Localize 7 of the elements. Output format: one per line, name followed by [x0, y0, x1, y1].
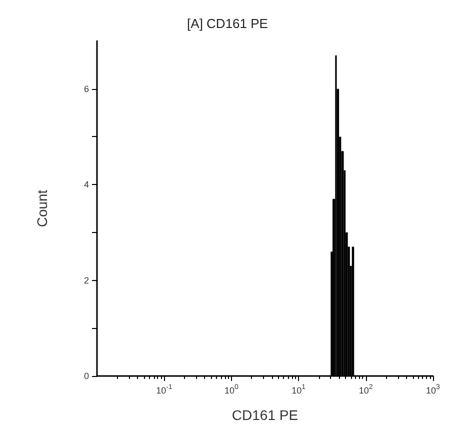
chart-title: [A] CD161 PE [187, 16, 268, 31]
y-axis-title: Count [34, 190, 50, 228]
y-tick-label: 0 [84, 371, 89, 381]
y-tick-label: 6 [84, 84, 89, 94]
x-axis-title: CD161 PE [232, 407, 298, 423]
y-tick-label: 4 [84, 180, 89, 190]
y-tick-label: 2 [84, 275, 89, 286]
